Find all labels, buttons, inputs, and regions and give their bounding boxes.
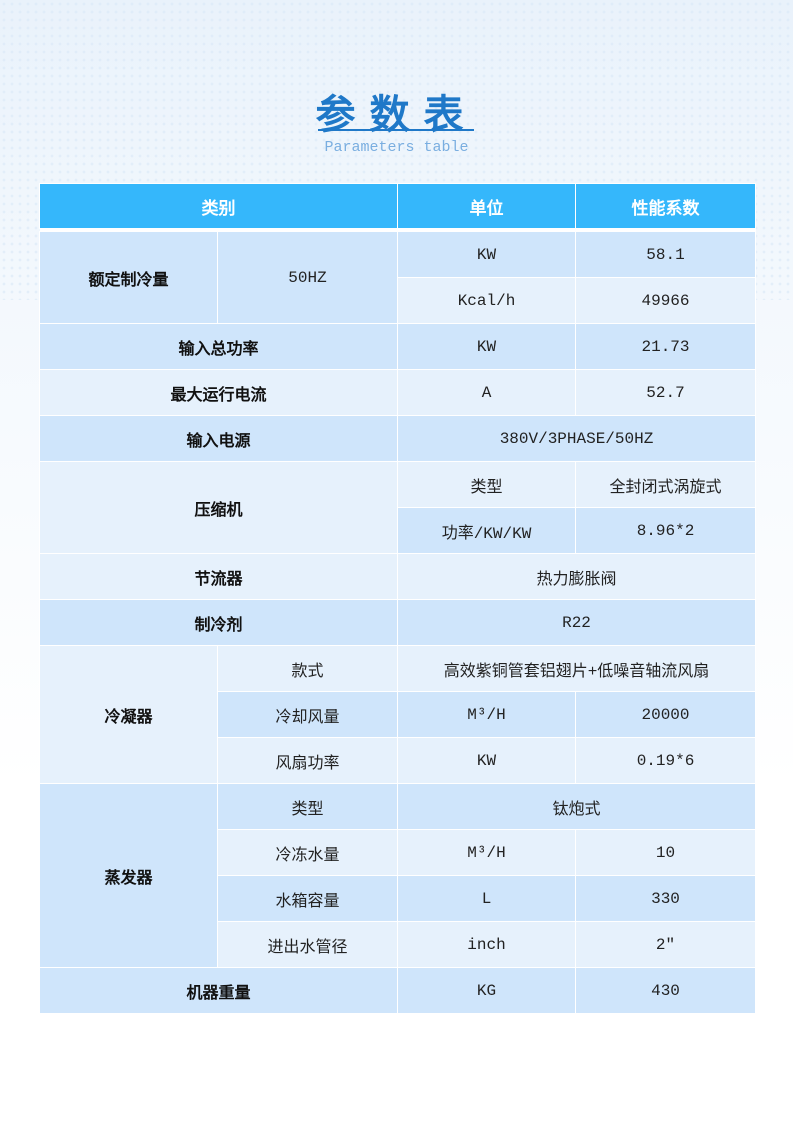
cell: KW	[397, 737, 576, 784]
row-label: 压缩机	[39, 461, 398, 554]
table-row: 功率/KW/KW 8.96*2	[40, 507, 756, 554]
row-label: 节流器	[39, 553, 398, 600]
cell: 0.19*6	[575, 737, 756, 784]
cell: 高效紫铜管套铝翅片+低噪音轴流风扇	[397, 645, 756, 692]
cell: R22	[397, 599, 756, 646]
row-label: 机器重量	[39, 967, 398, 1014]
cell: 430	[575, 967, 756, 1014]
cell: 冷冻水量	[217, 829, 398, 876]
table-row: 冷凝器 款式 高效紫铜管套铝翅片+低噪音轴流风扇	[39, 645, 756, 784]
cell: 冷却风量	[217, 691, 398, 738]
cell: inch	[397, 921, 576, 968]
cell: 功率/KW/KW	[397, 507, 576, 554]
cell: 10	[575, 829, 756, 876]
cell: A	[397, 369, 576, 416]
row-label: 冷凝器	[39, 645, 218, 784]
table-row: 冷却风量 M³/H 20000	[40, 691, 756, 738]
cell: KG	[397, 967, 576, 1014]
cell: M³/H	[397, 829, 576, 876]
cell: 风扇功率	[217, 737, 398, 784]
table-row: 压缩机 类型 全封闭式涡旋式	[39, 461, 756, 554]
cell: 全封闭式涡旋式	[575, 461, 756, 508]
row-label: 额定制冷量	[39, 231, 218, 324]
cell: 330	[575, 875, 756, 922]
table-row: 蒸发器 类型 钛炮式	[39, 783, 756, 968]
cell: 类型	[217, 783, 398, 830]
cell: 进出水管径	[217, 921, 398, 968]
cell: 50HZ	[217, 231, 398, 324]
cell: 21.73	[575, 323, 756, 370]
row-label: 制冷剂	[39, 599, 398, 646]
table-row: 额定制冷量 50HZ KW 58.1	[39, 231, 756, 324]
cell: 380V/3PHASE/50HZ	[397, 415, 756, 462]
cell: 钛炮式	[397, 783, 756, 830]
cell: 水箱容量	[217, 875, 398, 922]
page-subtitle: Parameters table	[324, 139, 469, 156]
cell: KW	[397, 231, 576, 278]
cell: 热力膨胀阀	[397, 553, 756, 600]
table-row: 输入电源 380V/3PHASE/50HZ	[39, 415, 756, 462]
table-row: 最大运行电流 A 52.7	[39, 369, 756, 416]
cell: 款式	[217, 645, 398, 692]
row-label: 最大运行电流	[39, 369, 398, 416]
cell: 52.7	[575, 369, 756, 416]
header-category: 类别	[39, 183, 398, 229]
header-value: 性能系数	[575, 183, 756, 229]
cell: 58.1	[575, 231, 756, 278]
cell: 8.96*2	[575, 507, 756, 554]
row-label: 蒸发器	[39, 783, 218, 968]
table-row: 机器重量 KG 430	[39, 967, 756, 1014]
table-row: 制冷剂 R22	[39, 599, 756, 646]
table-row: 输入总功率 KW 21.73	[39, 323, 756, 370]
table-row: 节流器 热力膨胀阀	[39, 553, 756, 600]
cell: M³/H	[397, 691, 576, 738]
table-row: 冷冻水量 M³/H 10	[40, 829, 756, 876]
parameters-table: 类别 单位 性能系数 额定制冷量 50HZ KW 58.1 Kcal/h 499…	[39, 183, 756, 1014]
row-label: 输入电源	[39, 415, 398, 462]
cell: KW	[397, 323, 576, 370]
table-row: 进出水管径 inch 2″	[40, 921, 756, 968]
row-label: 输入总功率	[39, 323, 398, 370]
table-row: Kcal/h 49966	[40, 277, 756, 324]
table-header: 类别 单位 性能系数	[39, 183, 756, 229]
header-unit: 单位	[397, 183, 576, 229]
page-title: 参数表	[315, 91, 478, 138]
cell: Kcal/h	[397, 277, 576, 324]
cell: 20000	[575, 691, 756, 738]
cell: 2″	[575, 921, 756, 968]
cell: 类型	[397, 461, 576, 508]
header-gap	[39, 228, 756, 232]
cell: L	[397, 875, 576, 922]
cell: 49966	[575, 277, 756, 324]
title-underline	[318, 129, 474, 131]
